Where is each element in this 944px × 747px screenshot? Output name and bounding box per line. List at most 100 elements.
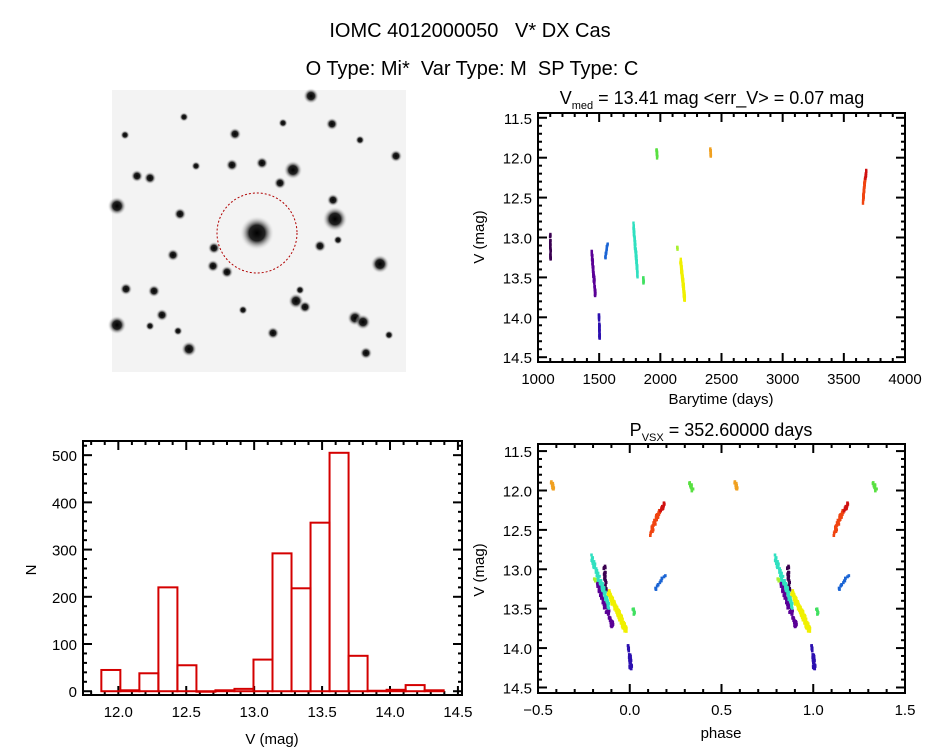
phase-point — [619, 613, 623, 617]
phase-point — [805, 621, 809, 625]
phase-point — [775, 562, 779, 566]
lightcurve-point — [549, 239, 552, 243]
phase-point — [798, 608, 801, 612]
lightcurve-point — [549, 242, 552, 246]
phase-point — [632, 612, 636, 616]
phase-point — [790, 612, 794, 616]
star — [181, 341, 197, 357]
lightcurve-point — [634, 253, 638, 257]
phase-point — [598, 594, 602, 598]
lightcurve-point — [549, 256, 552, 260]
phase-point — [596, 575, 600, 579]
phase-point — [780, 575, 784, 579]
phase-point — [590, 553, 593, 557]
lightcurve-point — [655, 154, 659, 158]
star — [359, 346, 373, 360]
phase-point — [796, 602, 800, 606]
histogram-ylabel: N — [23, 565, 40, 576]
phase-point — [606, 610, 610, 614]
star — [238, 305, 248, 315]
phase-point — [782, 589, 785, 593]
phase-point — [786, 599, 789, 603]
phase-point — [619, 621, 623, 625]
phase-point — [832, 534, 836, 538]
phase-point — [691, 487, 695, 491]
phase-point — [790, 604, 794, 608]
histogram-plot: V (mag) N 12.0 12.5 13.0 13.5 14.0 14.5 0 100 20… — [23, 440, 473, 747]
phase-point — [602, 591, 606, 595]
phase-point — [836, 518, 840, 522]
phase-point — [784, 585, 787, 589]
phase-point — [734, 483, 737, 487]
lightcurve-ytick-label: 13.5 — [503, 270, 532, 287]
lightcurve-point — [632, 227, 635, 231]
phase-point — [784, 583, 788, 587]
phase-xtick-label: 0.5 — [711, 702, 732, 719]
lightcurve-xtick-label: 1500 — [582, 371, 615, 388]
lightcurve-point — [604, 251, 608, 255]
star — [389, 149, 403, 163]
phase-point — [838, 513, 842, 517]
phase-point — [840, 514, 843, 518]
lightcurve-xtick-label: 2500 — [705, 371, 738, 388]
phase-point — [598, 579, 602, 583]
phase-point — [613, 602, 616, 606]
phase-point — [774, 557, 778, 561]
phase-point — [798, 611, 802, 615]
phase-point — [789, 608, 793, 612]
phase-point — [811, 664, 815, 668]
lightcurve-xtick-label: 3500 — [827, 371, 860, 388]
phase-point — [610, 601, 613, 605]
phase-point — [617, 613, 621, 617]
phase-point — [787, 594, 790, 598]
phase-point — [615, 606, 619, 610]
lightcurve-point — [605, 249, 608, 253]
lightcurve-point — [633, 237, 636, 241]
phase-point — [780, 577, 784, 581]
histogram-xtick-label: 13.5 — [307, 704, 336, 721]
phase-point — [605, 600, 609, 604]
phase-point — [690, 487, 693, 491]
lightcurve-point — [549, 252, 552, 256]
phase-point — [871, 481, 875, 485]
phase-point — [608, 589, 611, 593]
lightcurve-point — [590, 250, 593, 254]
lightcurve-point — [635, 262, 638, 266]
lightcurve-point — [655, 156, 659, 160]
phase-point — [604, 566, 607, 570]
phase-point — [787, 578, 791, 582]
phase-point — [607, 606, 611, 610]
phase-point — [874, 489, 877, 493]
phase-point — [776, 563, 779, 567]
phase-point — [794, 621, 798, 625]
lightcurve-point — [632, 234, 636, 238]
lightcurve-point — [598, 330, 601, 334]
star — [355, 314, 371, 330]
lightcurve-point — [549, 248, 552, 252]
lightcurve-point — [680, 270, 683, 274]
phase-point — [601, 583, 604, 587]
star — [303, 88, 319, 104]
phase-point — [846, 575, 849, 579]
phase-point — [628, 664, 631, 668]
star — [130, 169, 144, 183]
phase-point — [651, 529, 654, 533]
phase-point — [837, 521, 840, 525]
phase-point — [734, 481, 738, 485]
star — [295, 285, 305, 295]
phase-point — [649, 534, 652, 538]
lightcurve-point — [606, 242, 609, 246]
phase-point — [811, 666, 815, 670]
phase-point — [596, 582, 599, 586]
phase-point — [623, 623, 627, 627]
histogram-bar — [252, 658, 274, 693]
phase-point — [787, 571, 790, 575]
lightcurve-point — [549, 253, 552, 257]
phase-point — [799, 606, 802, 610]
phase-point — [602, 586, 606, 590]
phase-ylabel: V (mag) — [471, 543, 488, 596]
lightcurve-point — [865, 168, 868, 172]
histogram-bar — [176, 664, 198, 693]
lightcurve-point — [709, 148, 712, 152]
phase-point — [787, 580, 791, 584]
